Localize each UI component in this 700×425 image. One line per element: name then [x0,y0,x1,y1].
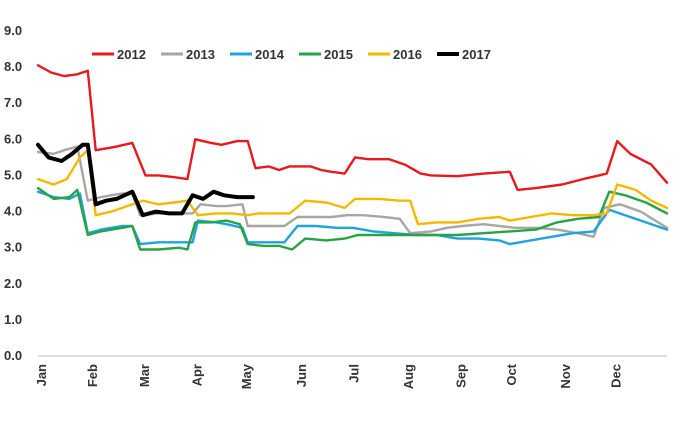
y-tick-label: 2.0 [4,276,22,291]
series-lines [36,64,669,251]
y-tick-label: 9.0 [4,23,22,38]
y-tick-label: 6.0 [4,131,22,146]
x-tick-label: Jan [34,364,49,386]
legend-label-2012: 2012 [117,47,146,62]
y-tick-label: 7.0 [4,95,22,110]
x-tick-label: Dec [609,364,624,388]
y-tick-label: 8.0 [4,59,22,74]
legend-label-2014: 2014 [255,47,285,62]
y-tick-label: 1.0 [4,312,22,327]
y-tick-label: 0.0 [4,348,22,363]
x-tick-label: Sep [453,364,468,388]
x-tick-label: Mar [137,364,152,387]
x-tick-label: Apr [189,364,204,386]
series-line-2017 [36,142,255,218]
x-tick-label: Aug [401,364,416,389]
series-line-2016 [36,148,669,226]
y-tick-label: 3.0 [4,240,22,255]
y-tick-label: 5.0 [4,167,22,182]
y-tick-label: 4.0 [4,204,22,219]
x-axis-tick-labels: Jan Feb Mar Apr May Jun Jul Aug Sep Oct Nov Dec [34,363,623,389]
y-axis-tick-labels: 0.0 1.0 2.0 3.0 4.0 5.0 6.0 7.0 8.0 9.0 [4,23,22,363]
x-tick-label: Feb [85,364,100,387]
legend-label-2015: 2015 [324,47,353,62]
legend-label-2017: 2017 [462,47,491,62]
x-tick-label: Oct [504,363,519,385]
x-tick-label: Jun [294,364,309,387]
x-tick-label: Nov [558,363,573,388]
legend: 2012 2013 2014 2015 2016 2017 [92,47,491,62]
x-tick-label: Jul [347,364,362,383]
series-line-2012 [36,64,669,192]
x-tick-label: May [239,363,254,389]
legend-label-2013: 2013 [186,47,215,62]
series-line-2015 [36,186,669,251]
legend-label-2016: 2016 [393,47,422,62]
